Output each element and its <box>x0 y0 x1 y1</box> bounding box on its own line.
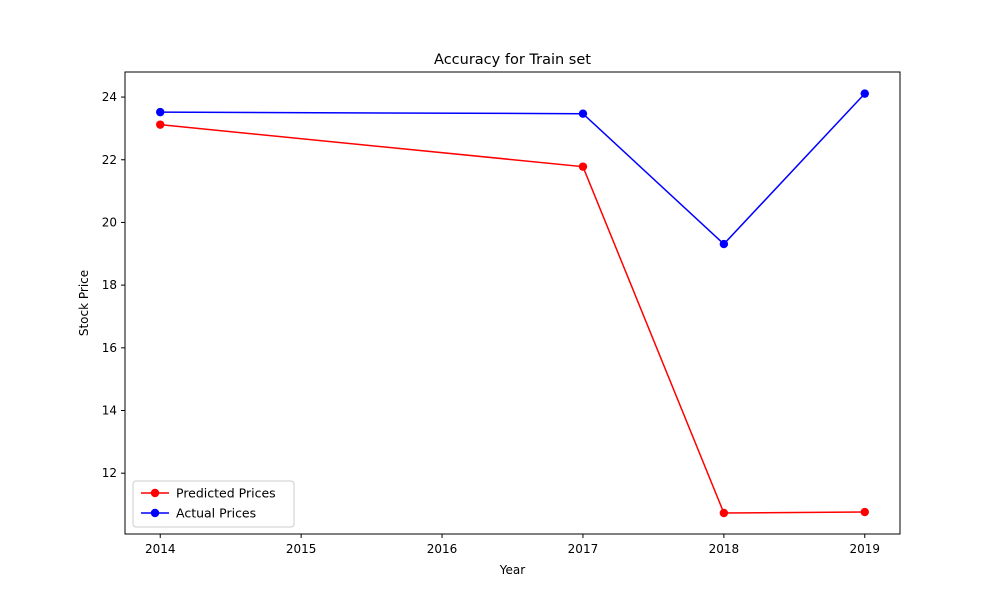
series-line-2 <box>160 93 866 246</box>
legend-swatch-marker <box>150 508 160 518</box>
legend-swatch-marker <box>150 488 160 498</box>
y-tick-label: 16 <box>102 341 117 355</box>
x-tick-label: 2016 <box>427 542 458 556</box>
y-tick-label: 20 <box>102 215 117 229</box>
series-layer <box>156 89 869 518</box>
x-tick-label: 2015 <box>286 542 317 556</box>
data-point <box>719 508 729 518</box>
y-tick-label: 22 <box>102 153 117 167</box>
data-point <box>578 109 588 118</box>
legend-label: Predicted Prices <box>176 486 276 501</box>
legend-label: Actual Prices <box>176 506 256 521</box>
data-point <box>860 89 869 98</box>
chart-title: Accuracy for Train set <box>434 52 591 68</box>
data-point <box>578 162 588 171</box>
y-tick-label: 14 <box>102 404 117 418</box>
x-tick-label: 2017 <box>568 542 599 556</box>
legend-box <box>132 480 295 528</box>
plot-area <box>124 71 901 535</box>
x-axis: 2014 2015 2016 2017 2018 2019 <box>145 534 880 556</box>
data-point <box>860 507 869 517</box>
y-axis-label: Stock Price <box>77 270 91 336</box>
x-tick-label: 2018 <box>709 542 740 556</box>
x-tick-label: 2019 <box>849 542 880 556</box>
legend: Predicted Prices Actual Prices <box>132 480 295 528</box>
y-tick-label: 24 <box>102 90 117 104</box>
data-point <box>156 107 165 117</box>
data-point <box>156 120 165 129</box>
y-axis: 12 14 16 18 20 22 24 <box>102 90 125 480</box>
x-axis-label: Year <box>499 563 525 577</box>
x-tick-label: 2014 <box>145 542 176 556</box>
data-point <box>719 239 729 249</box>
y-tick-label: 12 <box>102 466 117 480</box>
series-line-1 <box>160 123 865 514</box>
y-tick-label: 18 <box>102 278 117 292</box>
